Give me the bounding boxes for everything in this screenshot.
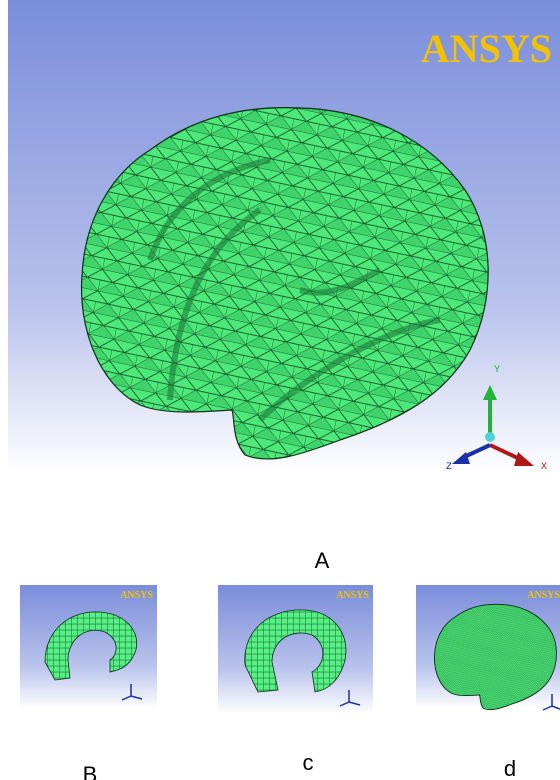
y-axis-label: Y bbox=[494, 365, 500, 376]
ansys-logo: ANSYS bbox=[421, 26, 552, 71]
viewport-background bbox=[218, 585, 373, 725]
z-axis-label: Z bbox=[446, 462, 452, 473]
ansys-logo: ANSYS bbox=[120, 590, 153, 601]
panel-label: B bbox=[83, 762, 98, 780]
ansys-logo: ANSYS bbox=[336, 590, 369, 601]
viewport-background bbox=[20, 585, 157, 720]
panel-label: A bbox=[315, 548, 330, 573]
panel-label: c bbox=[303, 750, 314, 775]
x-axis-label: X bbox=[541, 462, 547, 473]
panel-label: d bbox=[504, 756, 516, 780]
figure: ANSYS Y X Z A ANSYS B ANSYS c ANSYS d bbox=[0, 0, 560, 780]
origin bbox=[485, 432, 495, 442]
ansys-logo: ANSYS bbox=[527, 590, 560, 601]
